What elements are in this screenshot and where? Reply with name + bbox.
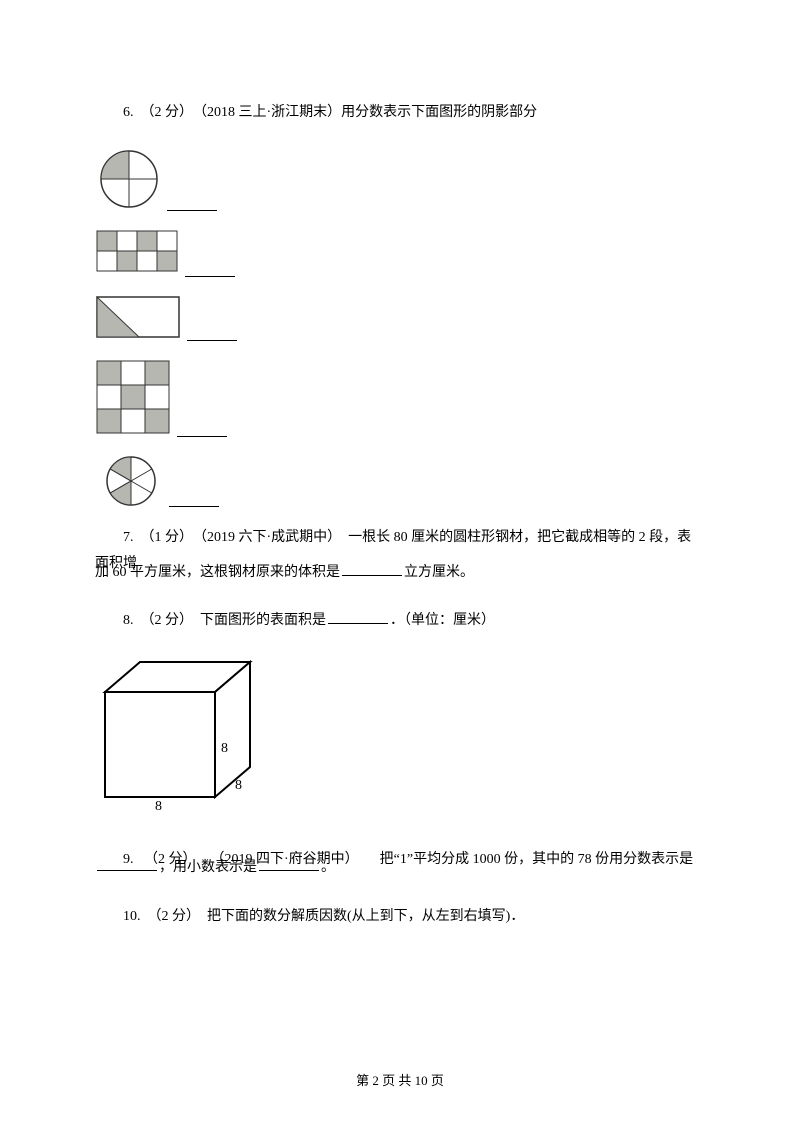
- question-10: 10. （2 分） 把下面的数分解质因数(从上到下，从左到右填写)．: [95, 904, 705, 931]
- q7-text-after: 加 60 平方厘米，这根钢材原来的体积是: [95, 565, 340, 580]
- q8-cube-figure: 8 8 8: [95, 657, 705, 823]
- q9-blank-2: [259, 855, 319, 871]
- q9-text-after2: 。: [321, 860, 335, 875]
- q6-blank-4: [177, 421, 227, 437]
- grid-3x3-icon: [95, 359, 175, 437]
- q8-text: 8. （2 分） 下面图形的表面积是: [123, 613, 326, 628]
- svg-text:8: 8: [155, 799, 162, 812]
- q7-unit: 立方厘米。: [404, 565, 474, 580]
- svg-text:8: 8: [235, 778, 242, 793]
- q7-blank: [342, 560, 402, 576]
- q6-text: 6. （2 分） （2018 三上·浙江期末）用分数表示下面图形的阴影部分: [123, 105, 537, 120]
- q6-blank-5: [169, 491, 219, 507]
- rect-triangle-icon: [95, 295, 185, 341]
- q6-blank-1: [167, 195, 217, 211]
- grid-2x4-icon: [95, 229, 183, 277]
- footer-text: 第 2 页 共 10 页: [356, 1073, 444, 1088]
- svg-text:8: 8: [221, 741, 228, 756]
- q6-fig2-row: [95, 229, 705, 277]
- q10-text: 10. （2 分） 把下面的数分解质因数(从上到下，从左到右填写)．: [123, 909, 524, 924]
- question-8: 8. （2 分） 下面图形的表面积是 ．（单位：厘米）: [95, 608, 705, 635]
- q9-text-after1: ，用小数表示是: [159, 860, 257, 875]
- q8-blank: [328, 608, 388, 624]
- cube-icon: 8 8 8: [95, 657, 265, 812]
- question-6: 6. （2 分） （2018 三上·浙江期末）用分数表示下面图形的阴影部分: [95, 100, 705, 127]
- q6-blank-3: [187, 325, 237, 341]
- q8-unit: ．（单位：厘米）: [390, 613, 495, 628]
- q6-fig4-row: [95, 359, 705, 437]
- q6-fig5-row: [105, 455, 705, 507]
- q6-fig1-row: [95, 149, 705, 211]
- q9-blank-1: [97, 855, 157, 871]
- pie-6-icon: [105, 455, 161, 507]
- q6-blank-2: [185, 261, 235, 277]
- circle-quarter-shaded-icon: [95, 149, 165, 211]
- q6-fig3-row: [95, 295, 705, 341]
- page-footer: 第 2 页 共 10 页: [0, 1069, 800, 1094]
- question-7-cont: 加 60 平方厘米，这根钢材原来的体积是 立方厘米。: [95, 560, 705, 587]
